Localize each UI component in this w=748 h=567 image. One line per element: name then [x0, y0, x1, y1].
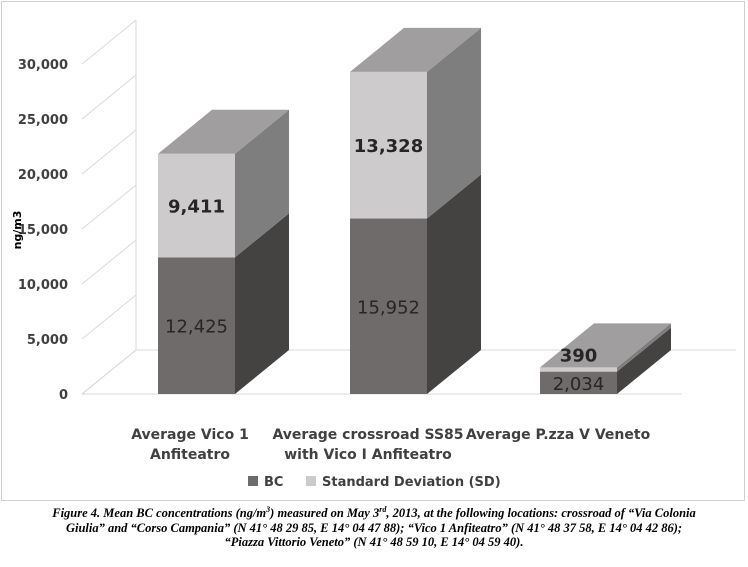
bar-sd — [158, 153, 235, 258]
category-label: Average crossroad SS85 — [272, 427, 463, 443]
data-label-sd: 13,328 — [354, 136, 423, 157]
y-tick-label: 15,000 — [18, 223, 68, 238]
legend-swatch-sd — [306, 476, 316, 486]
legend-label-sd: Standard Deviation (SD) — [322, 475, 501, 490]
bar-bc-side — [427, 174, 481, 394]
caption-line-2: Giulia” and “Corso Campania” (N 41° 48 2… — [65, 520, 683, 535]
data-label-sd: 390 — [560, 345, 598, 366]
y-gridline — [81, 19, 137, 65]
y-gridline — [81, 239, 137, 285]
bar-bc-side — [235, 213, 289, 394]
bar-top — [158, 109, 289, 154]
bar-bc-side — [617, 327, 671, 394]
bar-bc — [158, 257, 235, 394]
data-label-bc: 2,034 — [553, 374, 605, 395]
bar-bc — [350, 218, 427, 394]
legend-swatch-bc — [248, 476, 258, 486]
data-label-bc: 15,952 — [357, 297, 420, 318]
y-tick-label: 20,000 — [18, 168, 68, 183]
bar-sd — [350, 71, 427, 219]
bar-top — [540, 323, 671, 368]
caption-line-3: “Piazza Vittorio Veneto” (N 41° 48 59 10… — [224, 535, 524, 549]
data-label-bc: 12,425 — [165, 317, 228, 338]
bar-sd-side — [617, 323, 671, 372]
bar-top — [350, 27, 481, 72]
category-label: Average P.zza V Veneto — [466, 427, 651, 443]
y-gridline — [81, 184, 137, 230]
y-tick-label: 10,000 — [18, 278, 68, 293]
y-tick-label: 5,000 — [27, 333, 68, 348]
category-label: Average Vico 1 — [131, 427, 249, 443]
y-axis-title: ng/m3 — [11, 211, 24, 250]
y-gridline — [81, 294, 137, 340]
bar-sd-side — [427, 27, 481, 219]
y-tick-label: 30,000 — [18, 58, 68, 73]
y-tick-label: 0 — [59, 388, 68, 403]
y-gridline — [81, 74, 137, 120]
data-label-sd: 9,411 — [168, 197, 225, 218]
category-label: Anfiteatro — [150, 447, 230, 463]
bar-bc — [540, 371, 617, 394]
figure-caption: Figure 4. Mean BC concentrations (ng/m3)… — [4, 504, 744, 550]
bar-sd-side — [235, 109, 289, 258]
y-gridline — [81, 349, 137, 395]
category-label: with Vico I Anfiteatro — [284, 447, 452, 463]
bar-sd — [540, 367, 617, 372]
y-gridline — [81, 129, 137, 175]
bar-chart: 0 5,000 10,000 15,000 20,000 25,000 30,000 ng/m… — [11, 19, 736, 490]
caption-line-1: Figure 4. Mean BC concentrations (ng/m3)… — [52, 504, 696, 520]
y-tick-label: 25,000 — [18, 113, 68, 128]
legend-label-bc: BC — [264, 475, 283, 490]
chart-frame: 0 5,000 10,000 15,000 20,000 25,000 30,000 ng/m… — [1, 1, 745, 501]
